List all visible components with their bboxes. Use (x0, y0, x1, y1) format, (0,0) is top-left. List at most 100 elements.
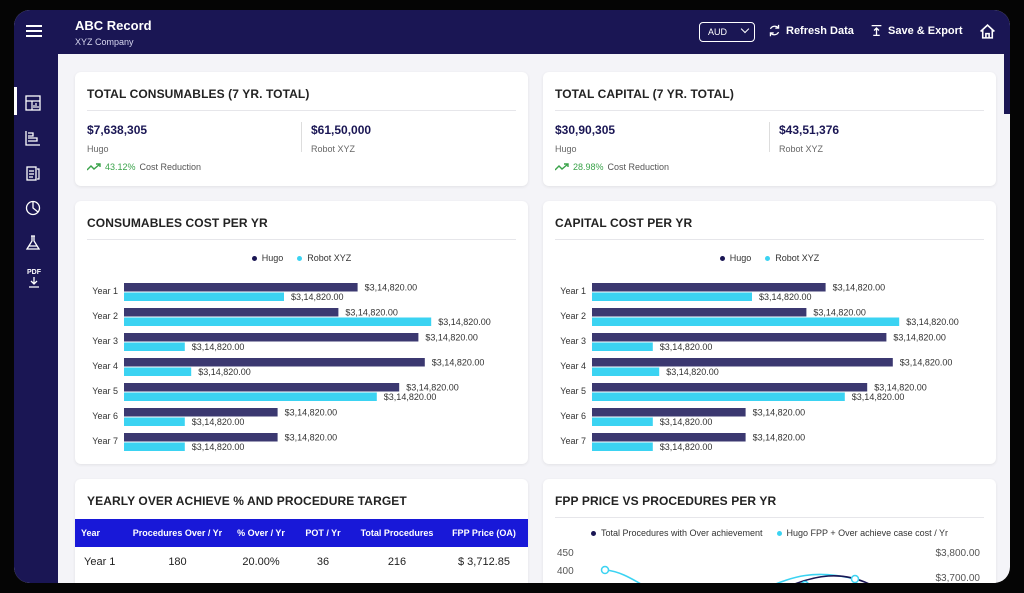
bar[interactable] (124, 333, 419, 342)
y-tick-left: 400 (557, 566, 574, 577)
scrollbar[interactable] (1004, 54, 1010, 114)
legend-label: Hugo (261, 253, 284, 263)
category-label: Year 7 (560, 436, 586, 446)
trend-text: Cost Reduction (139, 162, 202, 172)
app-title: ABC Record (75, 18, 152, 33)
dashboard-icon[interactable] (25, 95, 41, 111)
hugo-label: Hugo (555, 144, 577, 154)
bar[interactable] (592, 408, 746, 417)
category-label: Year 1 (92, 286, 118, 296)
refresh-data-button[interactable]: Refresh Data (768, 24, 854, 37)
bar[interactable] (592, 308, 807, 317)
clipboard-icon[interactable] (25, 165, 41, 181)
fpp-series-line (604, 569, 856, 583)
bar[interactable] (124, 358, 425, 367)
data-label: $3,14,820.00 (900, 358, 953, 368)
data-label: $3,14,820.00 (384, 392, 437, 402)
flask-icon[interactable] (25, 235, 41, 251)
bar[interactable] (124, 408, 278, 417)
bar[interactable] (124, 392, 377, 402)
data-label: $3,14,820.00 (198, 367, 251, 377)
column-header[interactable]: Year (75, 519, 125, 547)
category-label: Year 1 (560, 286, 586, 296)
export-icon (871, 24, 882, 37)
divider (555, 110, 984, 111)
bar[interactable] (592, 283, 826, 292)
column-header[interactable]: POT / Yr (292, 519, 354, 547)
table-row[interactable]: Year 1 180 20.00% 36 216 $ 3,712.85 (75, 547, 528, 577)
data-label: $3,14,820.00 (660, 442, 713, 452)
hugo-label: Hugo (87, 144, 109, 154)
legend-dot (776, 531, 782, 537)
data-label: $3,14,820.00 (438, 317, 491, 327)
bar[interactable] (124, 317, 432, 327)
legend-item-fpp[interactable]: Hugo FPP + Over achieve case cost / Yr (776, 528, 948, 538)
column-header[interactable]: Procedures Over / Yr (125, 519, 230, 547)
bar[interactable] (592, 383, 868, 392)
bar[interactable] (124, 283, 358, 292)
bar[interactable] (124, 383, 400, 392)
data-label: $3,14,820.00 (813, 308, 866, 318)
data-label: $3,14,820.00 (291, 292, 344, 302)
procedures-table: Year Procedures Over / Yr % Over / Yr PO… (75, 519, 528, 577)
column-header[interactable]: Total Procedures (354, 519, 440, 547)
category-label: Year 5 (92, 386, 118, 396)
data-point (850, 574, 860, 583)
legend-item-hugo[interactable]: Hugo (719, 253, 751, 263)
column-header[interactable]: % Over / Yr (230, 519, 292, 547)
legend-item-procedures[interactable]: Total Procedures with Over achievement (590, 528, 763, 538)
bar[interactable] (592, 333, 887, 342)
bar[interactable] (124, 433, 278, 442)
bar[interactable] (592, 317, 900, 327)
legend-item-hugo[interactable]: Hugo (251, 253, 284, 263)
pie-chart-icon[interactable] (25, 200, 41, 216)
data-label: $3,14,820.00 (660, 417, 713, 427)
pdf-download-button[interactable]: PDF (24, 269, 44, 291)
data-point (600, 565, 610, 575)
procedures-target-card: YEARLY OVER ACHIEVE % AND PROCEDURE TARG… (75, 479, 528, 583)
chart-legend: Hugo Robot XYZ (543, 253, 996, 263)
legend-item-robot[interactable]: Robot XYZ (765, 253, 819, 263)
bar[interactable] (592, 292, 752, 302)
cost-reduction-trend: 28.98% Cost Reduction (555, 162, 669, 172)
category-label: Year 3 (560, 336, 586, 346)
bar[interactable] (592, 442, 653, 452)
bar[interactable] (124, 442, 185, 452)
bar[interactable] (592, 342, 653, 352)
table-cell: 36 (316, 556, 330, 568)
menu-icon[interactable] (26, 25, 42, 37)
data-label: $3,14,820.00 (285, 433, 338, 443)
fpp-price-chart-card: FPP PRICE VS PROCEDURES PER YR Total Pro… (543, 479, 996, 583)
bar[interactable] (124, 417, 185, 427)
y-tick-right: $3,700.00 (935, 573, 981, 583)
data-label: $3,14,820.00 (666, 367, 719, 377)
home-icon[interactable] (979, 23, 996, 40)
bar[interactable] (592, 358, 893, 367)
bar[interactable] (124, 342, 185, 352)
table-cell: 20.00% (242, 556, 280, 568)
bar[interactable] (124, 367, 192, 377)
legend-dot (719, 256, 725, 262)
column-header[interactable]: FPP Price (OA) (440, 519, 528, 547)
data-label: $3,14,820.00 (406, 383, 459, 393)
bar[interactable] (124, 308, 339, 317)
robot-label: Robot XYZ (311, 144, 356, 154)
bar[interactable] (592, 392, 845, 402)
data-label: $3,14,820.00 (759, 292, 812, 302)
chart-title: CAPITAL COST PER YR (555, 216, 693, 230)
data-label: $3,14,820.00 (192, 417, 245, 427)
bar[interactable] (592, 433, 746, 442)
save-export-button[interactable]: Save & Export (870, 24, 963, 37)
table-cell: $ 3,712.85 (458, 556, 510, 568)
bar[interactable] (592, 417, 653, 427)
bar[interactable] (124, 292, 284, 302)
currency-select[interactable]: AUD (699, 22, 755, 42)
legend-item-robot[interactable]: Robot XYZ (297, 253, 351, 263)
hugo-total-value: $30,90,305 (555, 123, 616, 137)
bar[interactable] (592, 367, 660, 377)
bar-chart-icon[interactable] (25, 130, 41, 146)
divider (555, 239, 984, 240)
table-header-row: Year Procedures Over / Yr % Over / Yr PO… (75, 519, 528, 547)
legend-dot (251, 256, 257, 262)
